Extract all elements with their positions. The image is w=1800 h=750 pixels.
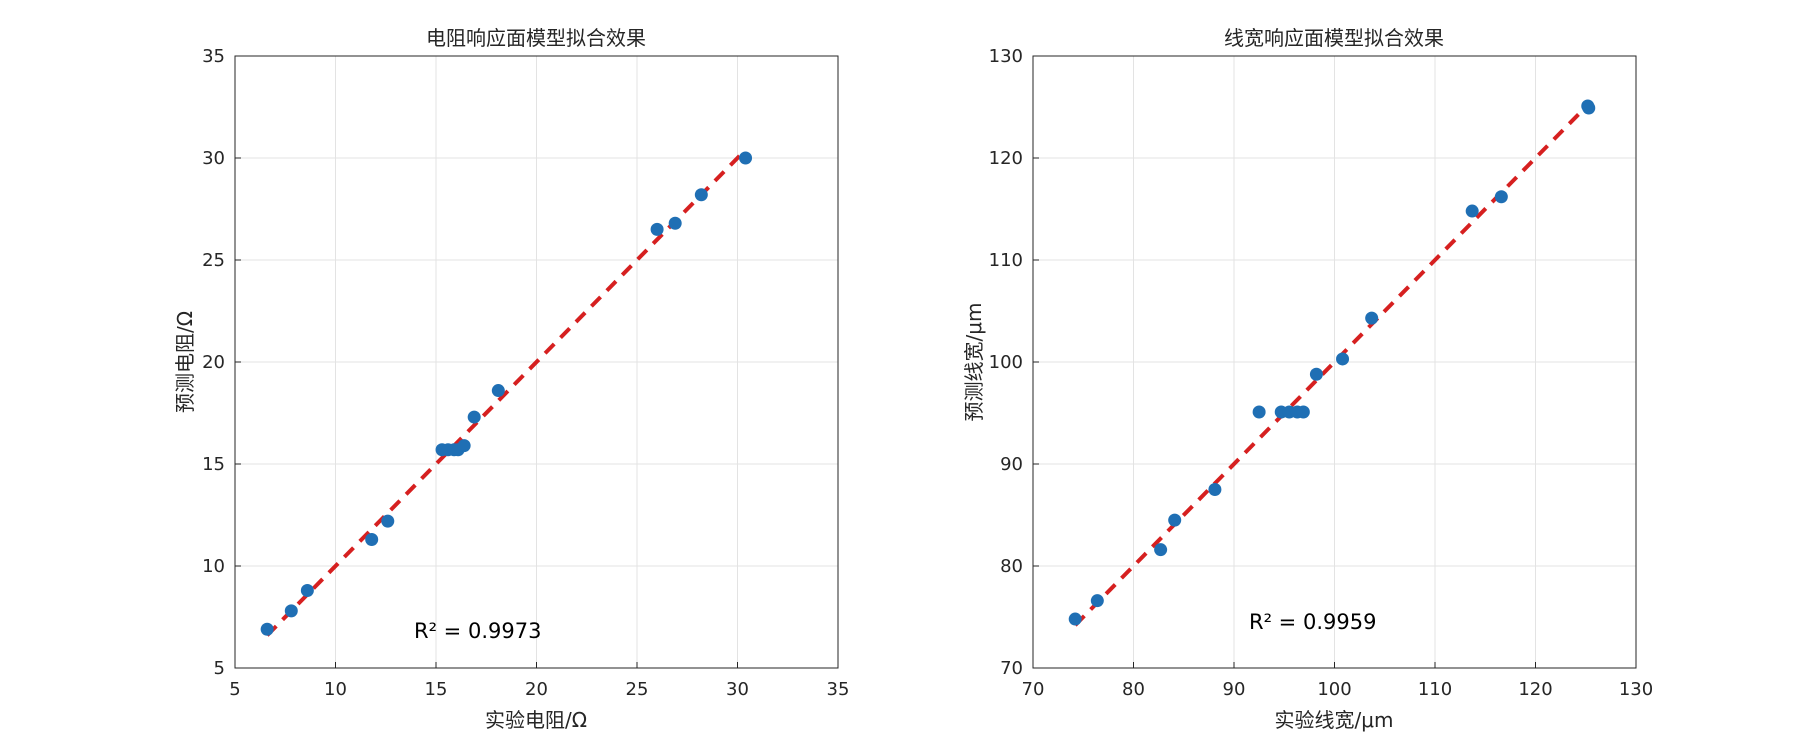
- data-point: [467, 410, 481, 424]
- data-point: [491, 384, 505, 398]
- data-point: [1465, 204, 1479, 218]
- data-point: [1154, 543, 1168, 557]
- y-tick-label: 70: [1000, 658, 1023, 679]
- fit-line: [1073, 102, 1591, 627]
- data-point: [1336, 352, 1350, 366]
- data-point: [1296, 405, 1310, 419]
- data-point: [694, 188, 708, 202]
- data-point: [668, 216, 682, 230]
- y-tick-label: 10: [202, 556, 225, 577]
- data-point: [1309, 367, 1323, 381]
- y-axis-label: 预测线宽/μm: [962, 303, 986, 422]
- linewidth-fit-chart: 70 80 90 100 110 120 130 70 80 90 100 110 120 130 线宽…: [962, 26, 1653, 732]
- y-tick-label: 15: [202, 454, 225, 475]
- y-tick-label: 5: [214, 658, 225, 679]
- fit-line-group: [1073, 102, 1591, 627]
- x-tick-label: 80: [1122, 679, 1145, 700]
- data-point: [1090, 594, 1104, 608]
- y-axis-label: 预测电阻/Ω: [173, 311, 197, 413]
- data-points: [1068, 99, 1596, 626]
- y-tick-label: 80: [1000, 556, 1023, 577]
- y-tick-label: 20: [202, 352, 225, 373]
- y-tick-label: 110: [989, 250, 1023, 271]
- x-axis-label: 实验电阻/Ω: [485, 708, 587, 732]
- x-tick-label: 35: [827, 679, 850, 700]
- y-tick-label: 25: [202, 250, 225, 271]
- chart-title: 电阻响应面模型拟合效果: [426, 26, 646, 50]
- data-point: [1582, 101, 1596, 115]
- y-tick-labels: 5 10 15 20 25 30 35: [202, 46, 241, 679]
- x-tick-label: 15: [425, 679, 448, 700]
- y-tick-label: 90: [1000, 454, 1023, 475]
- y-tick-label: 100: [989, 352, 1023, 373]
- data-point: [365, 532, 379, 546]
- fit-line-group: [265, 148, 747, 637]
- x-tick-label: 30: [726, 679, 749, 700]
- data-point: [284, 604, 298, 618]
- y-tick-labels: 70 80 90 100 110 120 130: [989, 46, 1039, 679]
- data-point: [260, 622, 274, 636]
- data-point: [650, 222, 664, 236]
- data-point: [1168, 513, 1182, 527]
- x-tick-label: 90: [1223, 679, 1246, 700]
- x-tick-label: 25: [626, 679, 649, 700]
- x-tick-label: 70: [1022, 679, 1045, 700]
- chart-title: 线宽响应面模型拟合效果: [1224, 26, 1444, 50]
- r-squared-annotation: R² = 0.9973: [414, 619, 541, 643]
- data-point: [300, 583, 314, 597]
- x-tick-label: 20: [525, 679, 548, 700]
- x-tick-labels: 70 80 90 100 110 120 130: [1022, 662, 1653, 700]
- r-squared-annotation: R² = 0.9959: [1249, 610, 1376, 634]
- data-point: [1252, 405, 1266, 419]
- data-points: [260, 151, 753, 636]
- y-tick-label: 120: [989, 148, 1023, 169]
- x-tick-label: 130: [1619, 679, 1653, 700]
- x-tick-label: 120: [1518, 679, 1552, 700]
- y-tick-label: 35: [202, 46, 225, 67]
- fit-line: [265, 148, 747, 637]
- y-tick-label: 130: [989, 46, 1023, 67]
- y-tick-label: 30: [202, 148, 225, 169]
- x-tick-labels: 5 10 15 20 25 30 35: [229, 662, 849, 700]
- x-tick-label: 10: [324, 679, 347, 700]
- data-point: [1068, 612, 1082, 626]
- x-axis-label: 实验线宽/μm: [1275, 708, 1394, 732]
- x-tick-label: 110: [1418, 679, 1452, 700]
- data-point: [1365, 311, 1379, 325]
- data-point: [1208, 483, 1222, 496]
- data-point: [1494, 190, 1508, 204]
- x-tick-label: 5: [229, 679, 240, 700]
- x-tick-label: 100: [1317, 679, 1351, 700]
- data-point: [739, 151, 753, 165]
- data-point: [381, 514, 395, 528]
- data-point: [457, 439, 471, 453]
